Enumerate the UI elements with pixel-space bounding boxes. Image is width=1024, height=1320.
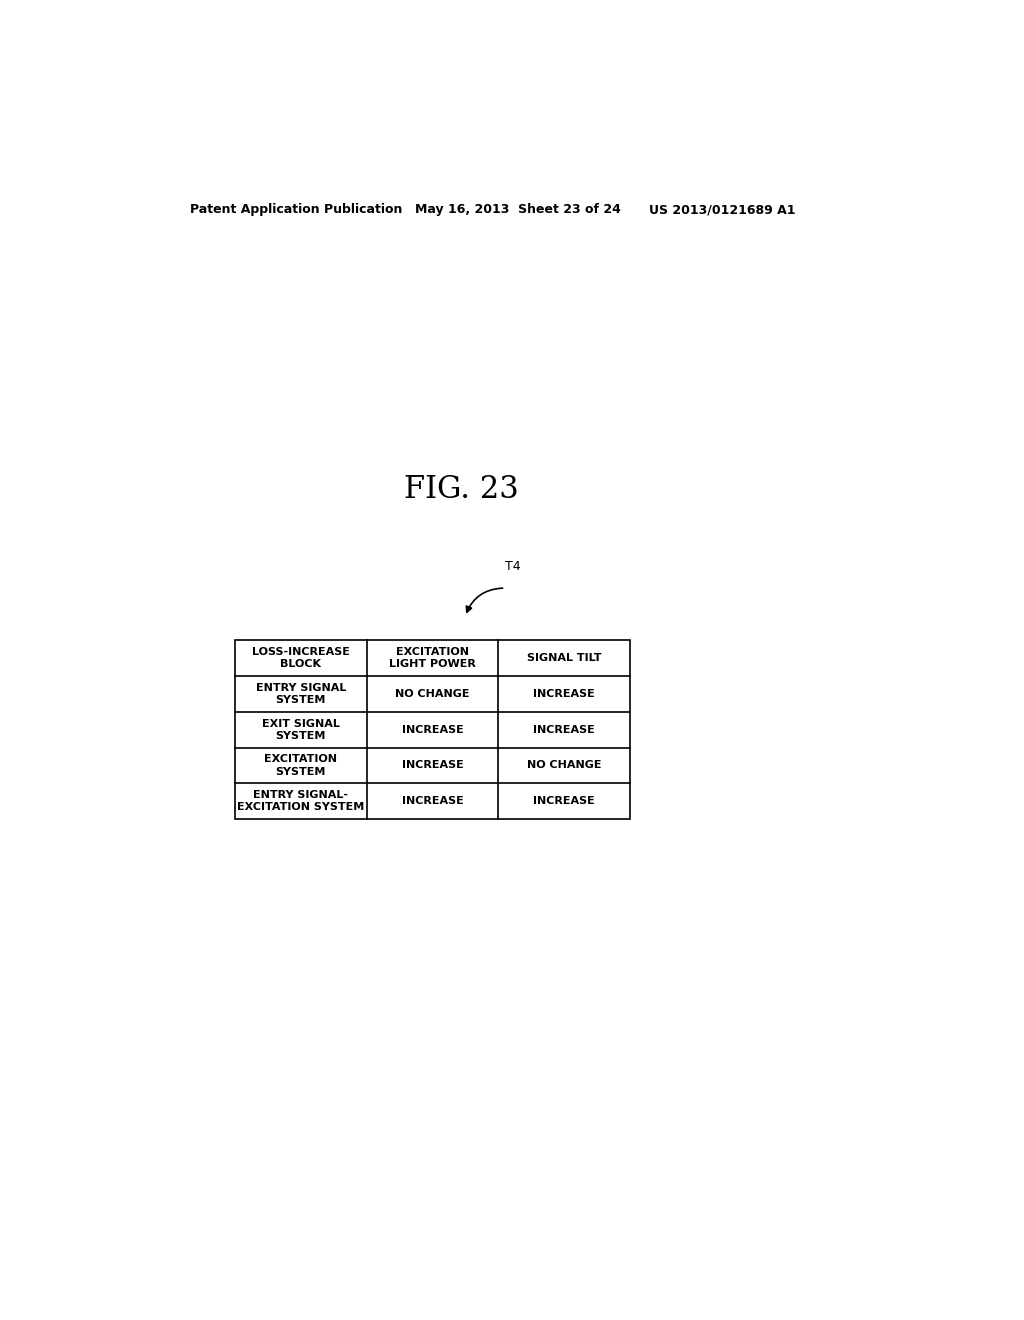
Text: Patent Application Publication: Patent Application Publication [190, 203, 402, 216]
Text: ENTRY SIGNAL-
EXCITATION SYSTEM: ENTRY SIGNAL- EXCITATION SYSTEM [238, 789, 365, 812]
Text: INCREASE: INCREASE [401, 796, 464, 807]
Text: NO CHANGE: NO CHANGE [527, 760, 601, 771]
Text: INCREASE: INCREASE [401, 760, 464, 771]
Bar [234, 640, 630, 818]
Text: NO CHANGE: NO CHANGE [395, 689, 470, 700]
Text: ENTRY SIGNAL
SYSTEM: ENTRY SIGNAL SYSTEM [256, 682, 346, 705]
Text: T4: T4 [506, 560, 521, 573]
Text: INCREASE: INCREASE [534, 725, 595, 735]
Text: May 16, 2013  Sheet 23 of 24: May 16, 2013 Sheet 23 of 24 [415, 203, 621, 216]
Text: INCREASE: INCREASE [401, 725, 464, 735]
Text: FIG. 23: FIG. 23 [403, 474, 518, 506]
Text: EXCITATION
LIGHT POWER: EXCITATION LIGHT POWER [389, 647, 476, 669]
Text: US 2013/0121689 A1: US 2013/0121689 A1 [649, 203, 796, 216]
Text: LOSS-INCREASE
BLOCK: LOSS-INCREASE BLOCK [252, 647, 350, 669]
Text: INCREASE: INCREASE [534, 796, 595, 807]
Text: EXCITATION
SYSTEM: EXCITATION SYSTEM [264, 754, 337, 776]
Text: EXIT SIGNAL
SYSTEM: EXIT SIGNAL SYSTEM [262, 718, 340, 741]
Text: SIGNAL TILT: SIGNAL TILT [527, 653, 601, 663]
Text: INCREASE: INCREASE [534, 689, 595, 700]
